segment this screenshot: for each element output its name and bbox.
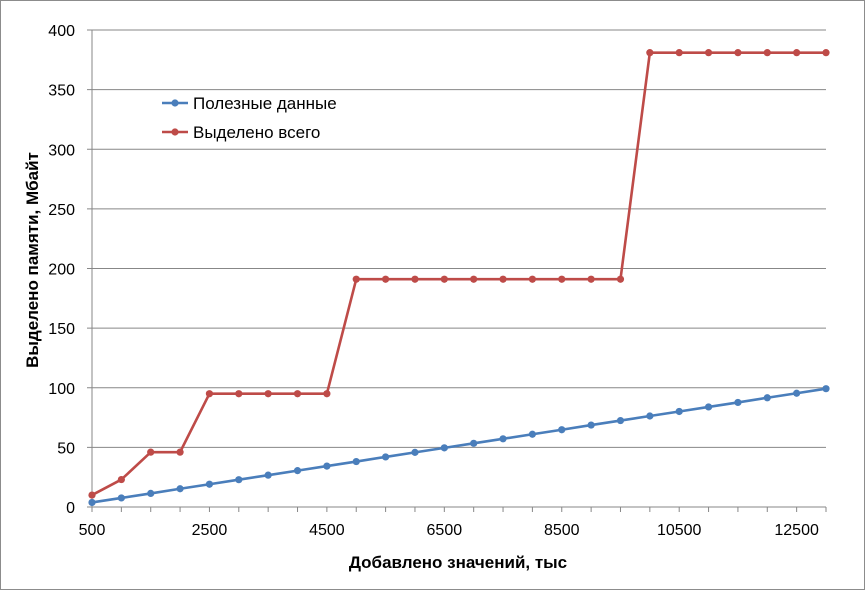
- y-tick-label: 0: [66, 500, 75, 517]
- data-point: [411, 448, 419, 456]
- x-tick-label: 2500: [192, 522, 228, 539]
- y-tick-label: 50: [57, 440, 75, 457]
- data-point: [470, 439, 478, 447]
- y-tick-label: 300: [48, 142, 75, 159]
- data-point: [323, 390, 331, 398]
- data-point: [323, 462, 331, 470]
- y-tick-label: 150: [48, 321, 75, 338]
- data-point: [264, 471, 272, 479]
- series-line-0: [91, 387, 827, 504]
- data-point: [440, 444, 448, 452]
- y-tick-label: 200: [48, 262, 75, 279]
- data-point: [763, 394, 771, 402]
- data-point: [704, 403, 713, 411]
- legend: Полезные данные Выделено всего: [162, 94, 337, 142]
- data-point: [293, 467, 302, 475]
- data-point: [763, 49, 771, 57]
- data-point: [470, 275, 478, 283]
- y-tick-labels: 0 50 100 150 200 250 300 350 400: [48, 23, 75, 517]
- x-tick-label: 500: [79, 522, 106, 539]
- x-axis-title: Добавлено значений, тыс: [349, 553, 567, 572]
- x-tick-labels: 500 2500 4500 6500 8500 10500 12500: [79, 522, 819, 539]
- data-point: [440, 275, 448, 283]
- data-point: [646, 412, 654, 420]
- y-tick-label: 100: [48, 381, 75, 398]
- data-point: [704, 49, 713, 57]
- data-point: [616, 275, 625, 283]
- data-point: [558, 426, 566, 434]
- data-point: [675, 49, 683, 57]
- data-point: [293, 390, 302, 398]
- data-point: [264, 390, 272, 398]
- data-point: [822, 49, 830, 57]
- data-point: [734, 398, 742, 407]
- data-point: [411, 275, 419, 283]
- data-point: [235, 390, 243, 398]
- gridlines: [92, 29, 826, 448]
- x-tick-label: 6500: [427, 522, 463, 539]
- data-point: [499, 275, 507, 283]
- data-point: [117, 475, 125, 484]
- x-tick-label: 4500: [309, 522, 345, 539]
- data-point: [793, 49, 801, 57]
- y-tick-label: 250: [48, 202, 75, 219]
- data-point: [382, 453, 390, 461]
- series-line-1: [91, 51, 826, 497]
- x-tick-label: 8500: [544, 522, 580, 539]
- data-point: [88, 491, 96, 499]
- x-tick-label: 10500: [657, 522, 702, 539]
- data-point: [793, 389, 801, 397]
- x-tick-label: 12500: [774, 522, 819, 539]
- y-tick-label: 350: [48, 83, 75, 100]
- legend-label: Полезные данные: [193, 94, 337, 113]
- data-point: [147, 489, 155, 498]
- data-point: [352, 275, 360, 283]
- data-point: [235, 476, 243, 484]
- legend-label: Выделено всего: [193, 123, 320, 142]
- y-tick-label: 400: [48, 23, 75, 40]
- data-point: [382, 275, 390, 283]
- legend-marker: [171, 99, 179, 107]
- data-point: [352, 457, 360, 466]
- y-axis-title: Выделено памяти, Мбайт: [23, 152, 42, 368]
- data-point: [822, 385, 830, 393]
- data-point: [646, 49, 654, 57]
- data-point: [587, 275, 595, 283]
- data-point: [176, 448, 184, 456]
- data-point: [117, 494, 125, 502]
- data-point: [499, 435, 507, 443]
- data-point: [558, 275, 566, 283]
- axes: [87, 29, 827, 512]
- data-point: [147, 448, 155, 456]
- data-point: [587, 421, 595, 429]
- data-point: [205, 390, 214, 398]
- data-point: [528, 275, 537, 283]
- data-point: [205, 480, 214, 488]
- data-point: [616, 416, 625, 425]
- legend-marker: [171, 128, 179, 136]
- data-point: [176, 485, 184, 493]
- data-point: [88, 498, 96, 507]
- data-point: [528, 430, 537, 438]
- data-point: [734, 49, 742, 57]
- series-group: [88, 49, 830, 507]
- data-point: [675, 407, 683, 416]
